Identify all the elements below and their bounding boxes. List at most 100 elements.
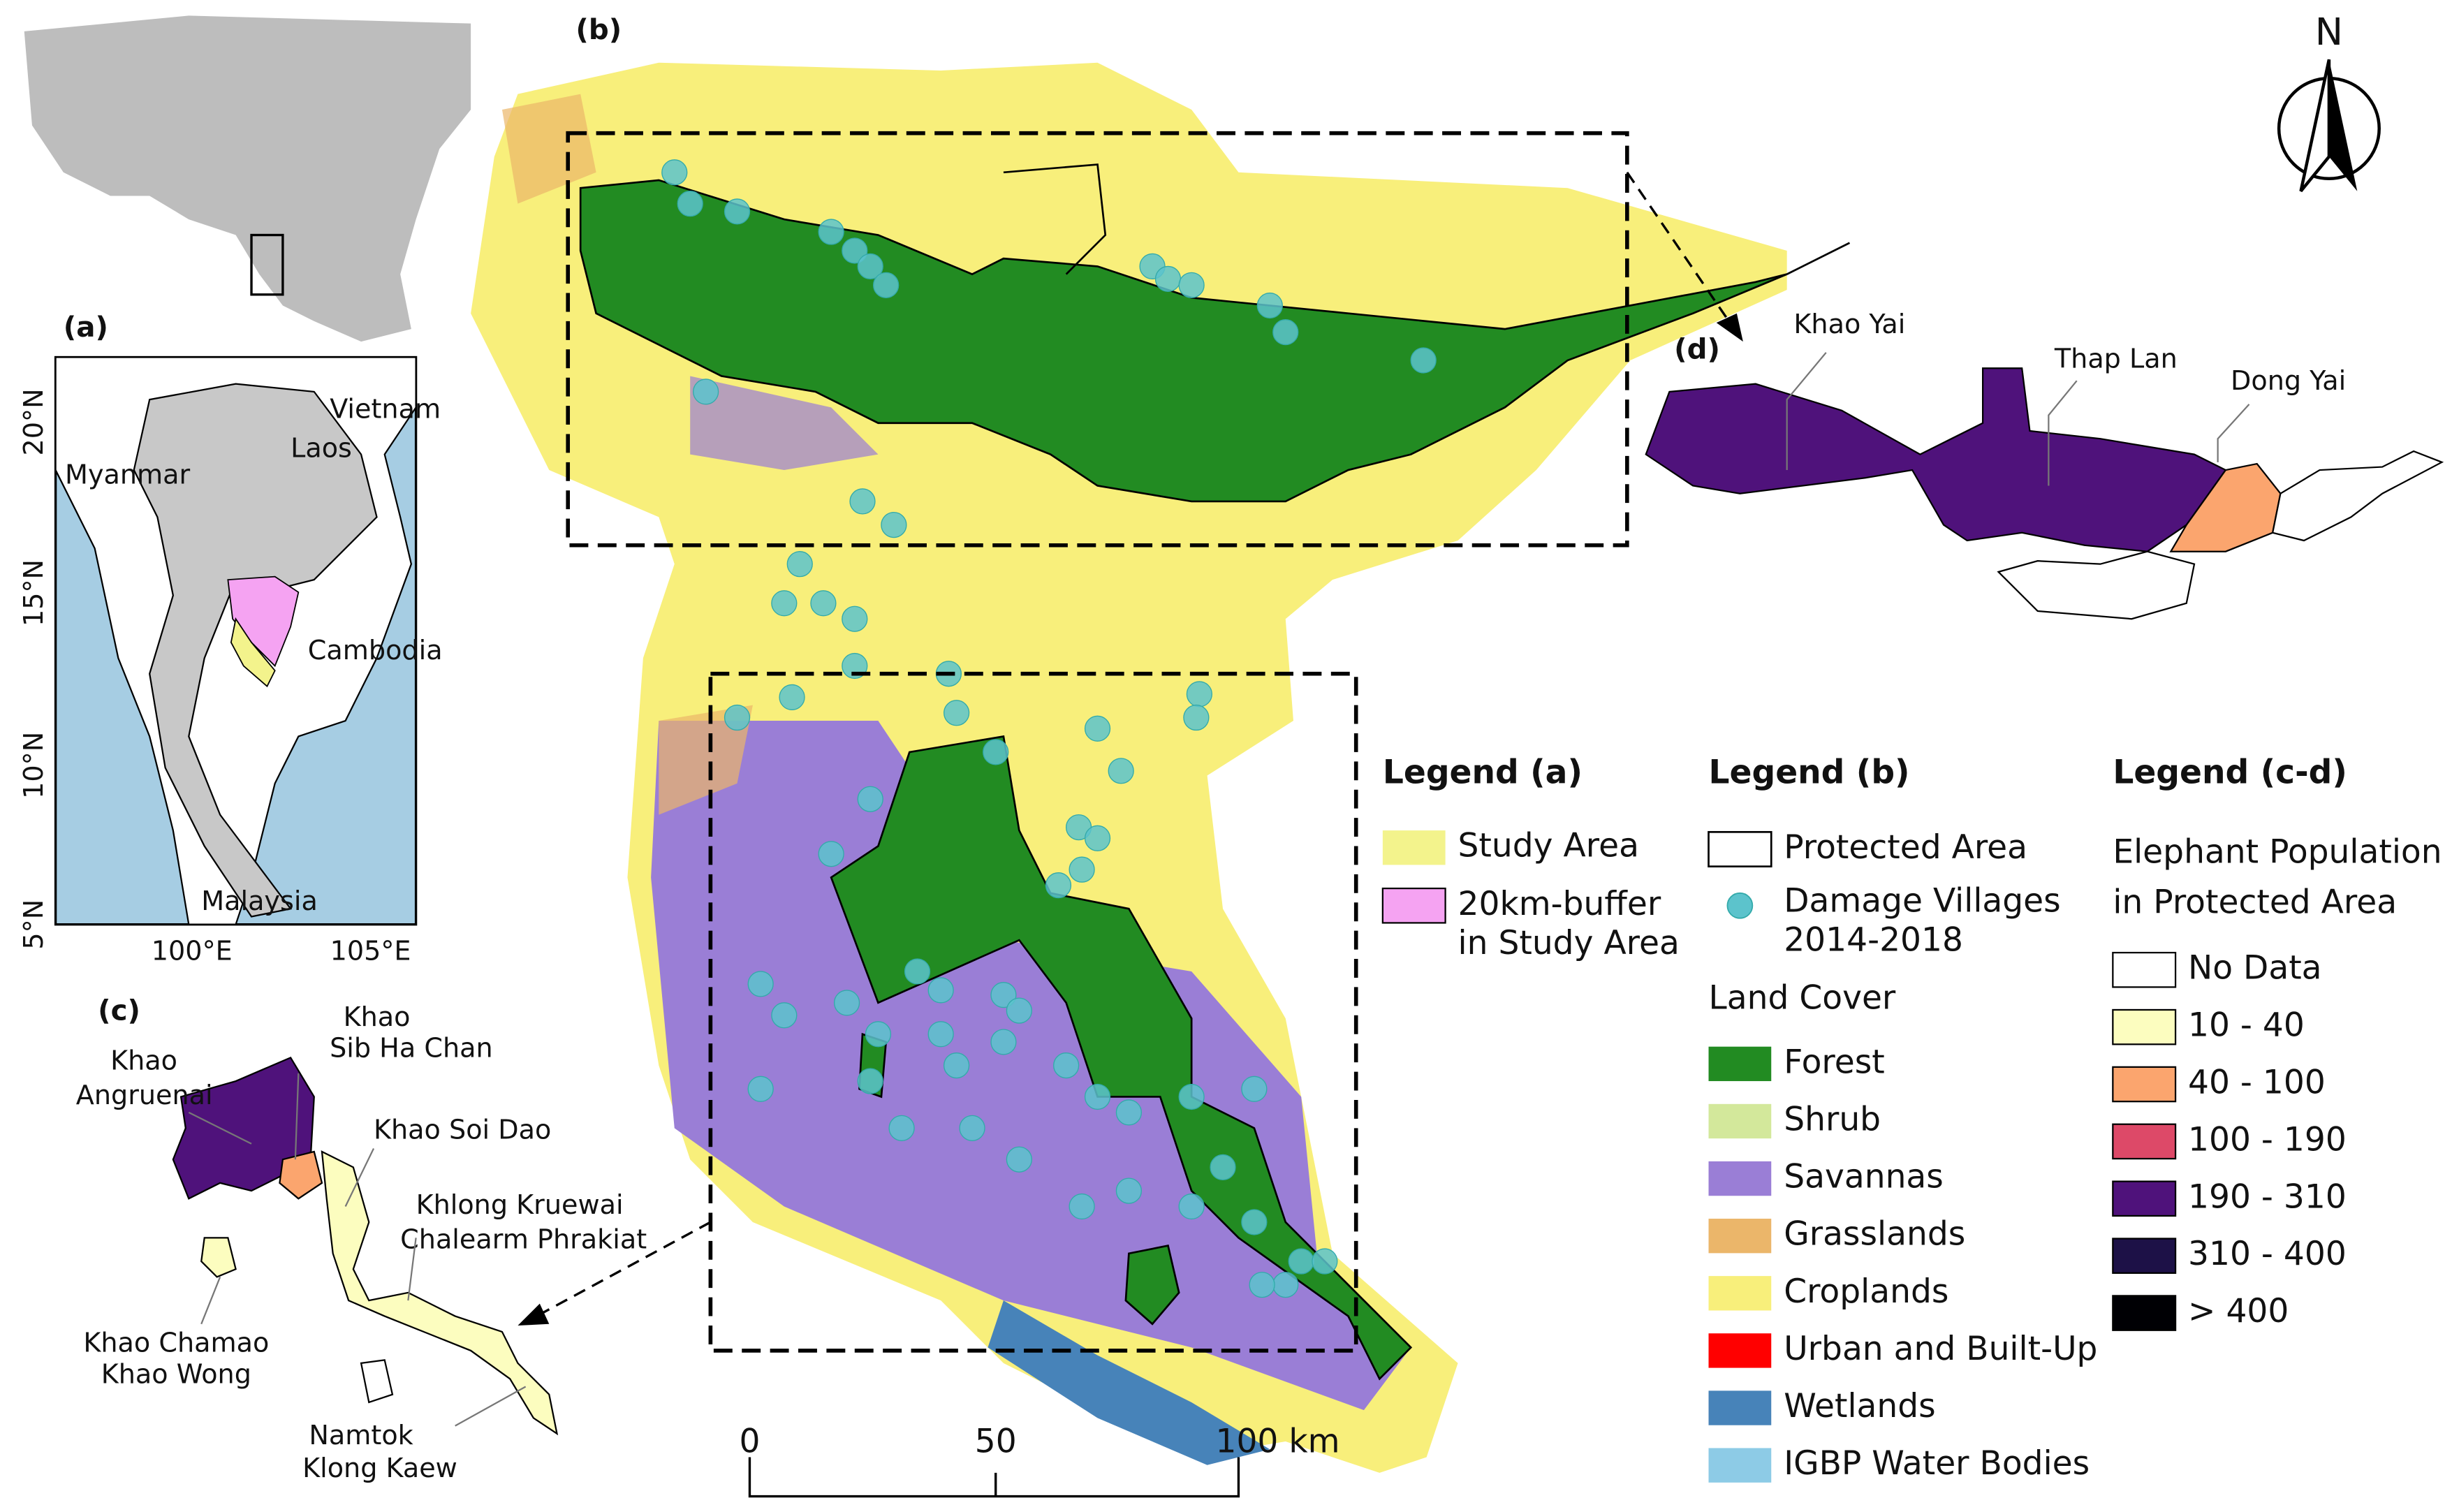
village-dot [1241, 1209, 1268, 1235]
village-dot [1249, 1272, 1275, 1298]
village-dot [1186, 681, 1212, 707]
village-dot [1410, 347, 1437, 374]
village-dot [810, 590, 837, 617]
village-dot [904, 958, 931, 985]
arrowhead [517, 1303, 550, 1326]
area-label: Khao [344, 1001, 411, 1032]
village-dot [1241, 1076, 1268, 1102]
lat-label: 5°N [18, 900, 49, 950]
village-dot [779, 684, 805, 710]
legend-label: Wetlands [1784, 1387, 1936, 1425]
pa-40-100 [279, 1150, 323, 1200]
legend-title: Legend (a) [1383, 753, 1583, 791]
legend-swatch [2112, 951, 2177, 988]
country-label: Cambodia [308, 635, 443, 666]
legend-label: IGBP Water Bodies [1784, 1444, 2090, 1483]
village-dot [1069, 856, 1095, 883]
village-dot [786, 551, 813, 578]
scale-label: 100 km [1215, 1422, 1339, 1460]
village-dot [693, 379, 719, 405]
village-dot [1178, 1193, 1205, 1220]
panel-label: (b) [575, 13, 622, 46]
village-dot [1108, 758, 1134, 784]
village-dot [943, 1052, 970, 1079]
scale-label: 50 [975, 1422, 1017, 1460]
area-label: Klong Kaew [302, 1453, 457, 1483]
extent-box [566, 131, 1629, 548]
village-dot [888, 1115, 915, 1141]
legend-swatch [1708, 1390, 1772, 1425]
area-label: Khao Wong [101, 1358, 251, 1389]
legend-label: in Study Area [1458, 924, 1680, 962]
village-dot [1084, 715, 1111, 742]
village-dot [724, 704, 751, 731]
lon-label: 105°E [330, 936, 411, 967]
village-dot [959, 1115, 985, 1141]
legend-swatch [2112, 1008, 2177, 1045]
extent-box [708, 671, 1358, 1353]
lat-label: 20°N [18, 388, 49, 455]
pa-10-40 [200, 1150, 559, 1436]
village-dot [818, 841, 844, 867]
grasslands [501, 94, 753, 815]
legend-title: Legend (b) [1709, 753, 1910, 791]
area-label: Namtok [309, 1420, 413, 1451]
inset-box [250, 233, 284, 296]
village-dot [818, 219, 844, 245]
legend-swatch [1381, 887, 1446, 924]
country-label: Laos [291, 432, 352, 463]
village-dot [1154, 265, 1182, 292]
village-dot [857, 253, 883, 280]
village-dot [857, 786, 883, 812]
village-dot [1178, 272, 1205, 298]
village-dot [873, 272, 900, 298]
legend-swatch [1708, 1219, 1772, 1254]
village-dot [842, 237, 868, 264]
village-dot [833, 990, 860, 1016]
area-label: Chalearm Phrakiat [400, 1224, 647, 1254]
village-dot [1006, 1146, 1032, 1173]
legend-swatch [1708, 1103, 1772, 1139]
legend-swatch [1382, 830, 1446, 865]
area-label: Dong Yai [2231, 365, 2346, 396]
pa-no-data [1997, 450, 2444, 620]
village-dot [1053, 1052, 1080, 1079]
legend-label: Forest [1784, 1043, 1885, 1081]
legend-swatch [2112, 1238, 2177, 1274]
legend-label: 40 - 100 [2188, 1064, 2326, 1102]
village-dot [1183, 704, 1210, 731]
legend-swatch [1708, 830, 1772, 868]
legend-swatch [2112, 1295, 2177, 1331]
scale-bar [748, 1457, 1240, 1498]
arrow [1626, 171, 1733, 327]
lat-label: 15°N [18, 559, 49, 626]
country-label: Myanmar [65, 460, 190, 490]
legend-swatch [2112, 1066, 2177, 1103]
area-label: Khlong Kruewai [416, 1189, 624, 1220]
arrowhead [1716, 313, 1743, 342]
area-label: Khao Chamao [83, 1327, 269, 1358]
area-label: Thap Lan [2054, 344, 2178, 374]
asia-inset [24, 15, 471, 342]
legend-swatch [2112, 1123, 2177, 1160]
village-dot [1272, 1272, 1299, 1298]
village-dot [1084, 825, 1111, 851]
village-dot [747, 1076, 774, 1102]
thailand [133, 383, 378, 918]
north-arrow [2328, 59, 2358, 191]
damage-villages [661, 159, 1437, 1298]
village-dot [990, 982, 1017, 1008]
legend-label: Damage Villages [1784, 881, 2061, 920]
area-label: Khao [110, 1045, 177, 1076]
legend-subtitle: Land Cover [1709, 978, 1896, 1017]
savannas-north [690, 376, 879, 471]
legend-swatch [1708, 1448, 1772, 1483]
leader-line [1786, 352, 2250, 486]
legend-label: Croplands [1784, 1272, 1948, 1311]
legend-label: > 400 [2188, 1292, 2289, 1330]
legend-subtitle: in Protected Area [2113, 883, 2397, 922]
legend-label: 310 - 400 [2188, 1235, 2347, 1273]
village-dot [1272, 319, 1299, 346]
village-dot [865, 1021, 892, 1048]
